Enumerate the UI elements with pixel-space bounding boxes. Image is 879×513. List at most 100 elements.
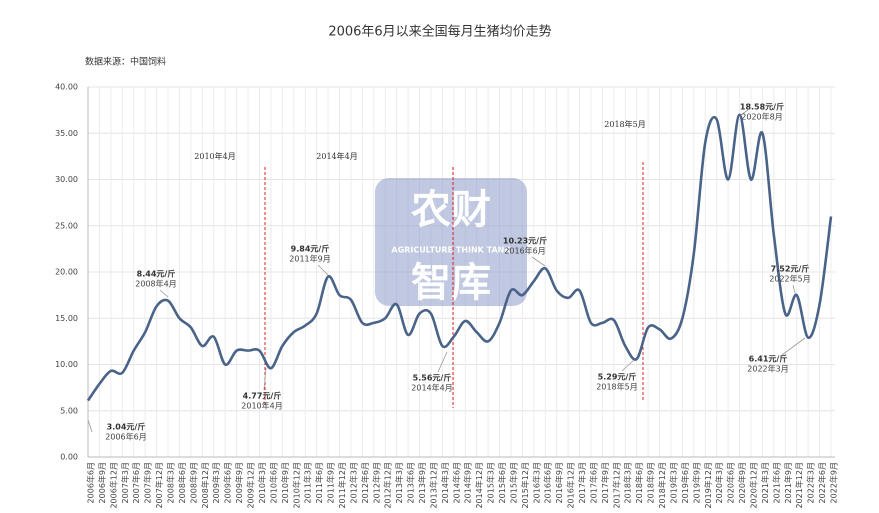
annotation-value: 6.41元/斤 (749, 354, 788, 364)
x-tick-label: 2007年6月 (131, 462, 141, 503)
y-tick-label: 35.00 (55, 129, 78, 138)
x-tick-label: 2012年12月 (383, 462, 393, 509)
annotation-pointer (621, 359, 635, 372)
x-tick-label: 2008年6月 (177, 462, 187, 503)
x-tick-label: 2019年6月 (680, 462, 690, 503)
x-tick-label: 2021年12月 (794, 462, 804, 509)
x-tick-label: 2019年12月 (703, 462, 713, 509)
annotation-value: 5.56元/斤 (413, 373, 452, 383)
x-tick-label: 2022年3月 (806, 462, 816, 503)
annotation-value: 5.29元/斤 (598, 372, 637, 382)
annotation-pointer (781, 337, 806, 356)
x-tick-label: 2015年9月 (508, 462, 518, 503)
x-tick-label: 2006年6月 (86, 462, 96, 503)
x-tick-label: 2009年6月 (223, 462, 233, 503)
annotation-date: 2014年4月 (411, 383, 452, 393)
x-tick-label: 2012年9月 (371, 462, 381, 503)
y-tick-label: 30.00 (55, 175, 78, 184)
x-tick-label: 2011年9月 (326, 462, 336, 503)
annotation-pointer (317, 264, 329, 276)
x-tick-label: 2009年12月 (246, 462, 256, 509)
x-tick-label: 2014年12月 (474, 462, 484, 509)
annotation-value: 7.52元/斤 (771, 264, 810, 274)
x-tick-label: 2018年12月 (657, 462, 667, 509)
chart-title: 2006年6月以来全国每月生猪均价走势 (328, 24, 551, 40)
x-tick-label: 2021年6月 (771, 462, 781, 503)
x-tick-label: 2016年6月 (543, 462, 553, 503)
x-tick-label: 2010年9月 (280, 462, 290, 503)
x-tick-label: 2015年6月 (497, 462, 507, 503)
x-tick-label: 2010年12月 (291, 462, 301, 509)
x-tick-label: 2018年9月 (646, 462, 656, 503)
source-note: 数据来源：中国饲料 (85, 56, 166, 68)
annotation-date: 2008年4月 (135, 279, 176, 289)
x-tick-label: 2010年3月 (257, 462, 267, 503)
annotation-date: 2016年6月 (504, 246, 545, 256)
x-tick-label: 2009年9月 (234, 462, 244, 503)
x-tick-label: 2013年9月 (417, 462, 427, 503)
x-tick-label: 2007年9月 (143, 462, 153, 503)
annotation-date: 2022年3月 (747, 364, 788, 374)
x-tick-label: 2013年3月 (394, 462, 404, 503)
annotation-pointer (263, 367, 267, 391)
x-tick-label: 2007年3月 (120, 462, 130, 503)
y-tick-label: 0.00 (60, 453, 78, 462)
x-tick-label: 2016年3月 (531, 462, 541, 503)
x-tick-label: 2020年3月 (714, 462, 724, 503)
annotation-pointer (87, 419, 93, 433)
x-tick-label: 2013年6月 (406, 462, 416, 503)
x-tick-label: 2008年12月 (200, 462, 210, 509)
y-tick-label: 5.00 (60, 406, 78, 415)
annotation-date: 2018年5月 (596, 382, 637, 392)
x-tick-label: 2017年12月 (611, 462, 621, 509)
x-tick-label: 2017年3月 (577, 462, 587, 503)
x-tick-label: 2018年3月 (623, 462, 633, 503)
watermark-box (375, 178, 527, 306)
annotation-value: 10.23元/斤 (503, 236, 547, 246)
x-tick-label: 2011年12月 (337, 462, 347, 509)
watermark: 农财 AGRICULTURE THINK TANK 智库 (375, 178, 527, 306)
watermark-text: 农财 (411, 187, 491, 233)
x-tick-label: 2014年3月 (440, 462, 450, 503)
x-tick-label: 2017年6月 (588, 462, 598, 503)
x-tick-label: 2011年3月 (303, 462, 313, 503)
x-tick-label: 2006年9月 (97, 462, 107, 503)
x-tick-label: 2020年12月 (748, 462, 758, 509)
y-tick-label: 40.00 (55, 83, 78, 92)
annotation-pointer (437, 351, 448, 373)
annotation-value: 18.58元/斤 (740, 102, 784, 112)
x-tick-label: 2010年6月 (268, 462, 278, 503)
x-tick-label: 2007年12月 (154, 462, 164, 509)
x-tick-label: 2020年9月 (737, 462, 747, 503)
annotation-value: 3.04元/斤 (107, 422, 146, 432)
annotation-value: 4.77元/斤 (243, 391, 282, 401)
x-tick-label: 2016年12月 (566, 462, 576, 509)
watermark-text: 智库 (411, 260, 491, 306)
annotation-date: 2006年6月 (105, 432, 146, 442)
annotation-date: 2011年9月 (289, 254, 330, 264)
annotation-pointer (792, 284, 796, 294)
annotation-value: 9.84元/斤 (291, 244, 330, 254)
x-tick-label: 2022年9月 (829, 462, 839, 503)
annotation-date: 2020年8月 (741, 112, 782, 122)
x-tick-label: 2015年3月 (486, 462, 496, 503)
x-tick-label: 2008年3月 (166, 462, 176, 503)
x-tick-label: 2016年9月 (554, 462, 564, 503)
x-tick-label: 2011年6月 (314, 462, 324, 503)
annotation-date: 2010年4月 (241, 401, 282, 411)
event-label: 2014年4月 (316, 151, 357, 161)
price-line (86, 113, 833, 402)
x-tick-label: 2014年6月 (451, 462, 461, 503)
x-tick-label: 2017年9月 (600, 462, 610, 503)
x-tick-label: 2012年3月 (348, 462, 358, 503)
x-tick-label: 2012年6月 (360, 462, 370, 503)
x-tick-label: 2008年9月 (188, 462, 198, 503)
annotation-pointer (740, 109, 749, 116)
x-tick-label: 2018年6月 (634, 462, 644, 503)
y-tick-label: 10.00 (55, 360, 78, 369)
annotation-date: 2022年5月 (769, 274, 810, 284)
event-label: 2010年4月 (194, 151, 235, 161)
x-tick-label: 2021年9月 (783, 462, 793, 503)
x-tick-label: 2019年9月 (691, 462, 701, 503)
